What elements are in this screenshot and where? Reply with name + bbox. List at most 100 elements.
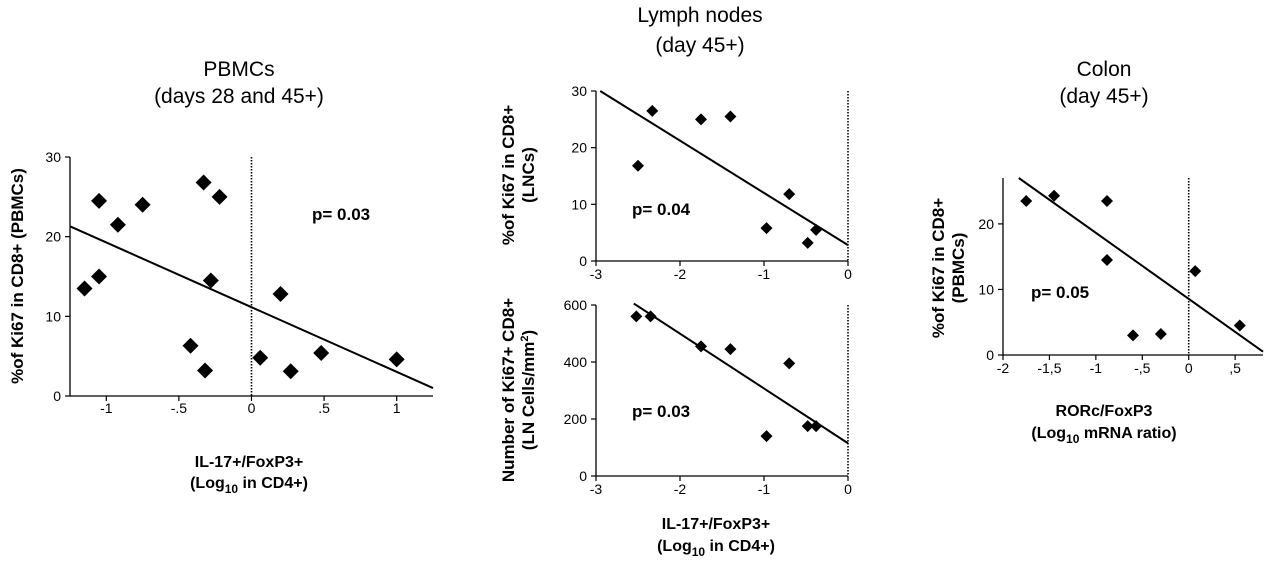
colon-y-tick-label: 20 bbox=[978, 216, 994, 232]
colon-data-point bbox=[1127, 329, 1139, 342]
colon-xlabel-log: (Log bbox=[1031, 425, 1066, 442]
ln-top-p-value: p= 0.04 bbox=[632, 200, 691, 219]
ln-bottom-p-value: p= 0.03 bbox=[632, 402, 690, 421]
pbmc-title-line1: PBMCs bbox=[203, 58, 274, 81]
colon-ylabel-line2: (PBMCs) bbox=[949, 233, 968, 304]
ln-bottom-ylabel-unit: (LN Cells/mm bbox=[519, 342, 538, 451]
colon-title-line2: (day 45+) bbox=[1059, 85, 1148, 108]
colon-p-value: p= 0.05 bbox=[1031, 283, 1089, 302]
colon-y-tick-label: 10 bbox=[978, 281, 994, 297]
ln_bottom-x-tick-label: 0 bbox=[844, 481, 852, 497]
ln_top-data-point bbox=[810, 223, 823, 236]
pbmc-x-tick-label: -.5 bbox=[171, 400, 188, 416]
colon-x-tick-label: -,5 bbox=[1134, 360, 1151, 376]
ln_bottom-data-point bbox=[630, 310, 643, 323]
colon-x-tick-label: 0 bbox=[1185, 360, 1193, 376]
pbmc-xlabel-line2: (Log10 in CD4+) bbox=[190, 475, 308, 496]
ln_bottom-data-point bbox=[783, 357, 796, 370]
colon-x-tick-label: -1 bbox=[1090, 360, 1103, 376]
ln-bottom-xlabel-log: (Log bbox=[657, 538, 692, 555]
ln_bottom-y-tick-label: 200 bbox=[564, 411, 588, 427]
colon-y-tick-label: 0 bbox=[986, 347, 994, 363]
ln_top-x-tick-label: -1 bbox=[758, 266, 771, 282]
pbmc-regression-line bbox=[69, 225, 434, 389]
ln-bottom-xlabel-subscript: 10 bbox=[692, 545, 706, 559]
colon-xlabel-rest: mRNA ratio) bbox=[1079, 425, 1176, 442]
ln_top-data-point bbox=[801, 236, 814, 249]
pbmc-data-point bbox=[134, 196, 151, 213]
pbmc-data-point bbox=[91, 192, 108, 209]
ln_top-y-tick-label: 20 bbox=[571, 140, 587, 156]
ln_bottom-x-tick-label: -2 bbox=[674, 481, 687, 497]
ln-bottom-ylabel-superscript: 2 bbox=[519, 335, 531, 341]
ln-top-ylabel-line2: (LNCs) bbox=[519, 147, 538, 203]
colon-data-point bbox=[1048, 189, 1061, 202]
pbmc-xlabel-log: (Log bbox=[190, 475, 225, 492]
ln-bottom-ylabel-close: ) bbox=[519, 330, 538, 336]
ln-title-line1: Lymph nodes bbox=[637, 4, 762, 27]
pbmc-xlabel-rest: in CD4+) bbox=[238, 475, 308, 492]
pbmc-data-point bbox=[211, 188, 228, 205]
ln_bottom-y-tick-label: 600 bbox=[564, 297, 588, 313]
ln_top-x-tick-label: 0 bbox=[844, 266, 852, 282]
ln-bottom-xlabel-line2: (Log10 in CD4+) bbox=[657, 538, 775, 559]
pbmc-data-point bbox=[109, 216, 126, 233]
ln-bottom-ylabel-line1: Number of Ki67+ CD8+ bbox=[499, 298, 518, 482]
pbmc-data-point bbox=[197, 362, 214, 379]
pbmc-title-line2: (days 28 and 45+) bbox=[154, 85, 324, 108]
pbmc-p-value: p= 0.03 bbox=[312, 205, 370, 224]
pbmc-data-point bbox=[252, 349, 269, 366]
colon-xlabel-line1: RORc/FoxP3 bbox=[1056, 403, 1153, 420]
ln_bottom-y-tick-label: 400 bbox=[564, 354, 588, 370]
ln-top-ylabel-line1: %of Ki67 in CD8+ bbox=[499, 105, 518, 245]
ln_top-x-tick-label: -3 bbox=[590, 266, 603, 282]
ln_bottom-x-tick-label: -3 bbox=[590, 481, 603, 497]
pbmc-data-point bbox=[202, 272, 219, 289]
pbmc-data-point bbox=[182, 337, 199, 354]
colon-x-tick-label: -2 bbox=[997, 360, 1010, 376]
pbmc-y-tick-label: 20 bbox=[45, 229, 61, 245]
ln_top-x-tick-label: -2 bbox=[674, 266, 687, 282]
colon-data-point bbox=[1233, 319, 1246, 332]
panel-colon: Colon (day 45+) %of Ki67 in CD8+ (PBMCs)… bbox=[929, 58, 1264, 446]
ln-bottom-xlabel-line1: IL-17+/FoxP3+ bbox=[662, 516, 771, 533]
ln_bottom-data-point bbox=[801, 420, 814, 433]
colon-xlabel-line2: (Log10 mRNA ratio) bbox=[1031, 425, 1176, 446]
ln_top-data-point bbox=[783, 188, 796, 201]
pbmc-data-point bbox=[272, 286, 289, 303]
ln-bottom-xlabel-rest: in CD4+) bbox=[705, 538, 775, 555]
ln_bottom-data-point bbox=[695, 340, 707, 353]
panel-lymph-nodes-bottom: Number of Ki67+ CD8+ (LN Cells/mm2) IL-1… bbox=[499, 297, 852, 559]
pbmc-x-tick-label: -1 bbox=[100, 400, 113, 416]
colon-data-point bbox=[1189, 265, 1202, 278]
pbmc-x-tick-label: 0 bbox=[248, 400, 256, 416]
pbmc-x-tick-label: .5 bbox=[318, 400, 330, 416]
colon-xlabel-subscript: 10 bbox=[1066, 432, 1080, 446]
colon-data-point bbox=[1101, 253, 1113, 266]
ln_top-y-tick-label: 30 bbox=[571, 83, 587, 99]
pbmc-data-point bbox=[76, 280, 93, 297]
pbmc-xlabel-line1: IL-17+/FoxP3+ bbox=[195, 454, 304, 471]
ln_top-data-point bbox=[695, 113, 707, 126]
pbmc-xlabel-subscript: 10 bbox=[225, 482, 239, 496]
ln_top-data-point bbox=[646, 104, 659, 117]
colon-x-tick-label: ,5 bbox=[1229, 360, 1241, 376]
ln_bottom-y-tick-label: 0 bbox=[579, 468, 587, 484]
ln_bottom-data-point bbox=[810, 420, 823, 433]
colon-data-point bbox=[1020, 194, 1033, 207]
ln-bottom-ylabel-line2: (LN Cells/mm2) bbox=[519, 330, 538, 450]
colon-x-tick-label: -1,5 bbox=[1037, 360, 1061, 376]
ln_top-y-tick-label: 0 bbox=[579, 253, 587, 269]
pbmc-ylabel: %of Ki67 in CD8+ (PBMCs) bbox=[8, 168, 27, 384]
pbmc-x-tick-label: 1 bbox=[393, 400, 401, 416]
pbmc-data-point bbox=[388, 351, 405, 368]
colon-regression-line bbox=[1018, 177, 1264, 353]
ln_bottom-data-point bbox=[644, 310, 657, 323]
ln_bottom-regression-line bbox=[633, 302, 849, 445]
ln_top-data-point bbox=[760, 222, 773, 235]
ln_top-y-tick-label: 10 bbox=[571, 196, 587, 212]
ln_top-data-point bbox=[724, 110, 737, 123]
colon-title-line1: Colon bbox=[1077, 58, 1132, 81]
ln-title-line2: (day 45+) bbox=[655, 34, 744, 57]
